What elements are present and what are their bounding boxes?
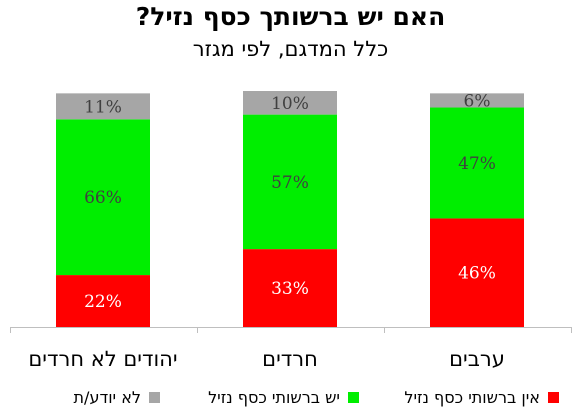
legend-swatch-gray [149,391,160,403]
bar-segment [430,218,524,327]
data-label: 33% [271,279,309,299]
category-label: ערבים [449,347,505,371]
data-label: 10% [271,94,309,114]
bar-segment [430,107,524,219]
bar-segment [243,91,337,115]
data-label: 57% [271,173,309,193]
data-label: 22% [84,292,122,312]
bar-segment [56,119,150,276]
data-label: 6% [464,91,491,111]
category-label: חרדים [262,347,318,371]
data-label: 66% [84,188,122,208]
legend-swatch-red [548,391,559,403]
bar-segment [430,93,524,108]
legend-item-dont-know: לא יודע/ת [74,384,160,410]
legend-label-dont-know: לא יודע/ת [73,387,141,407]
data-label: 46% [458,264,496,284]
legend-item-has-liquid: יש ברשותי כסף נזיל [208,384,359,410]
legend-label-no-liquid: אין ברשותי כסף נזיל [404,387,540,407]
chart-title: האם יש ברשותך כסף נזיל? [135,2,446,31]
bar-segment [56,275,150,327]
bar-segment [56,93,150,120]
legend-item-no-liquid: אין ברשותי כסף נזיל [404,384,559,410]
category-label: יהודים לא חרדים [28,347,177,371]
data-label: 11% [84,97,122,117]
data-label: 47% [458,154,496,174]
legend-label-has-liquid: יש ברשותי כסף נזיל [208,387,340,407]
bar-segment [243,249,337,327]
legend-swatch-green [348,391,359,403]
chart-legend: אין ברשותי כסף נזיל יש ברשותי כסף נזיל ל… [0,384,581,410]
chart-subtitle: כלל המדגם, לפי מגזר [192,37,389,61]
bar-segment [243,114,337,250]
